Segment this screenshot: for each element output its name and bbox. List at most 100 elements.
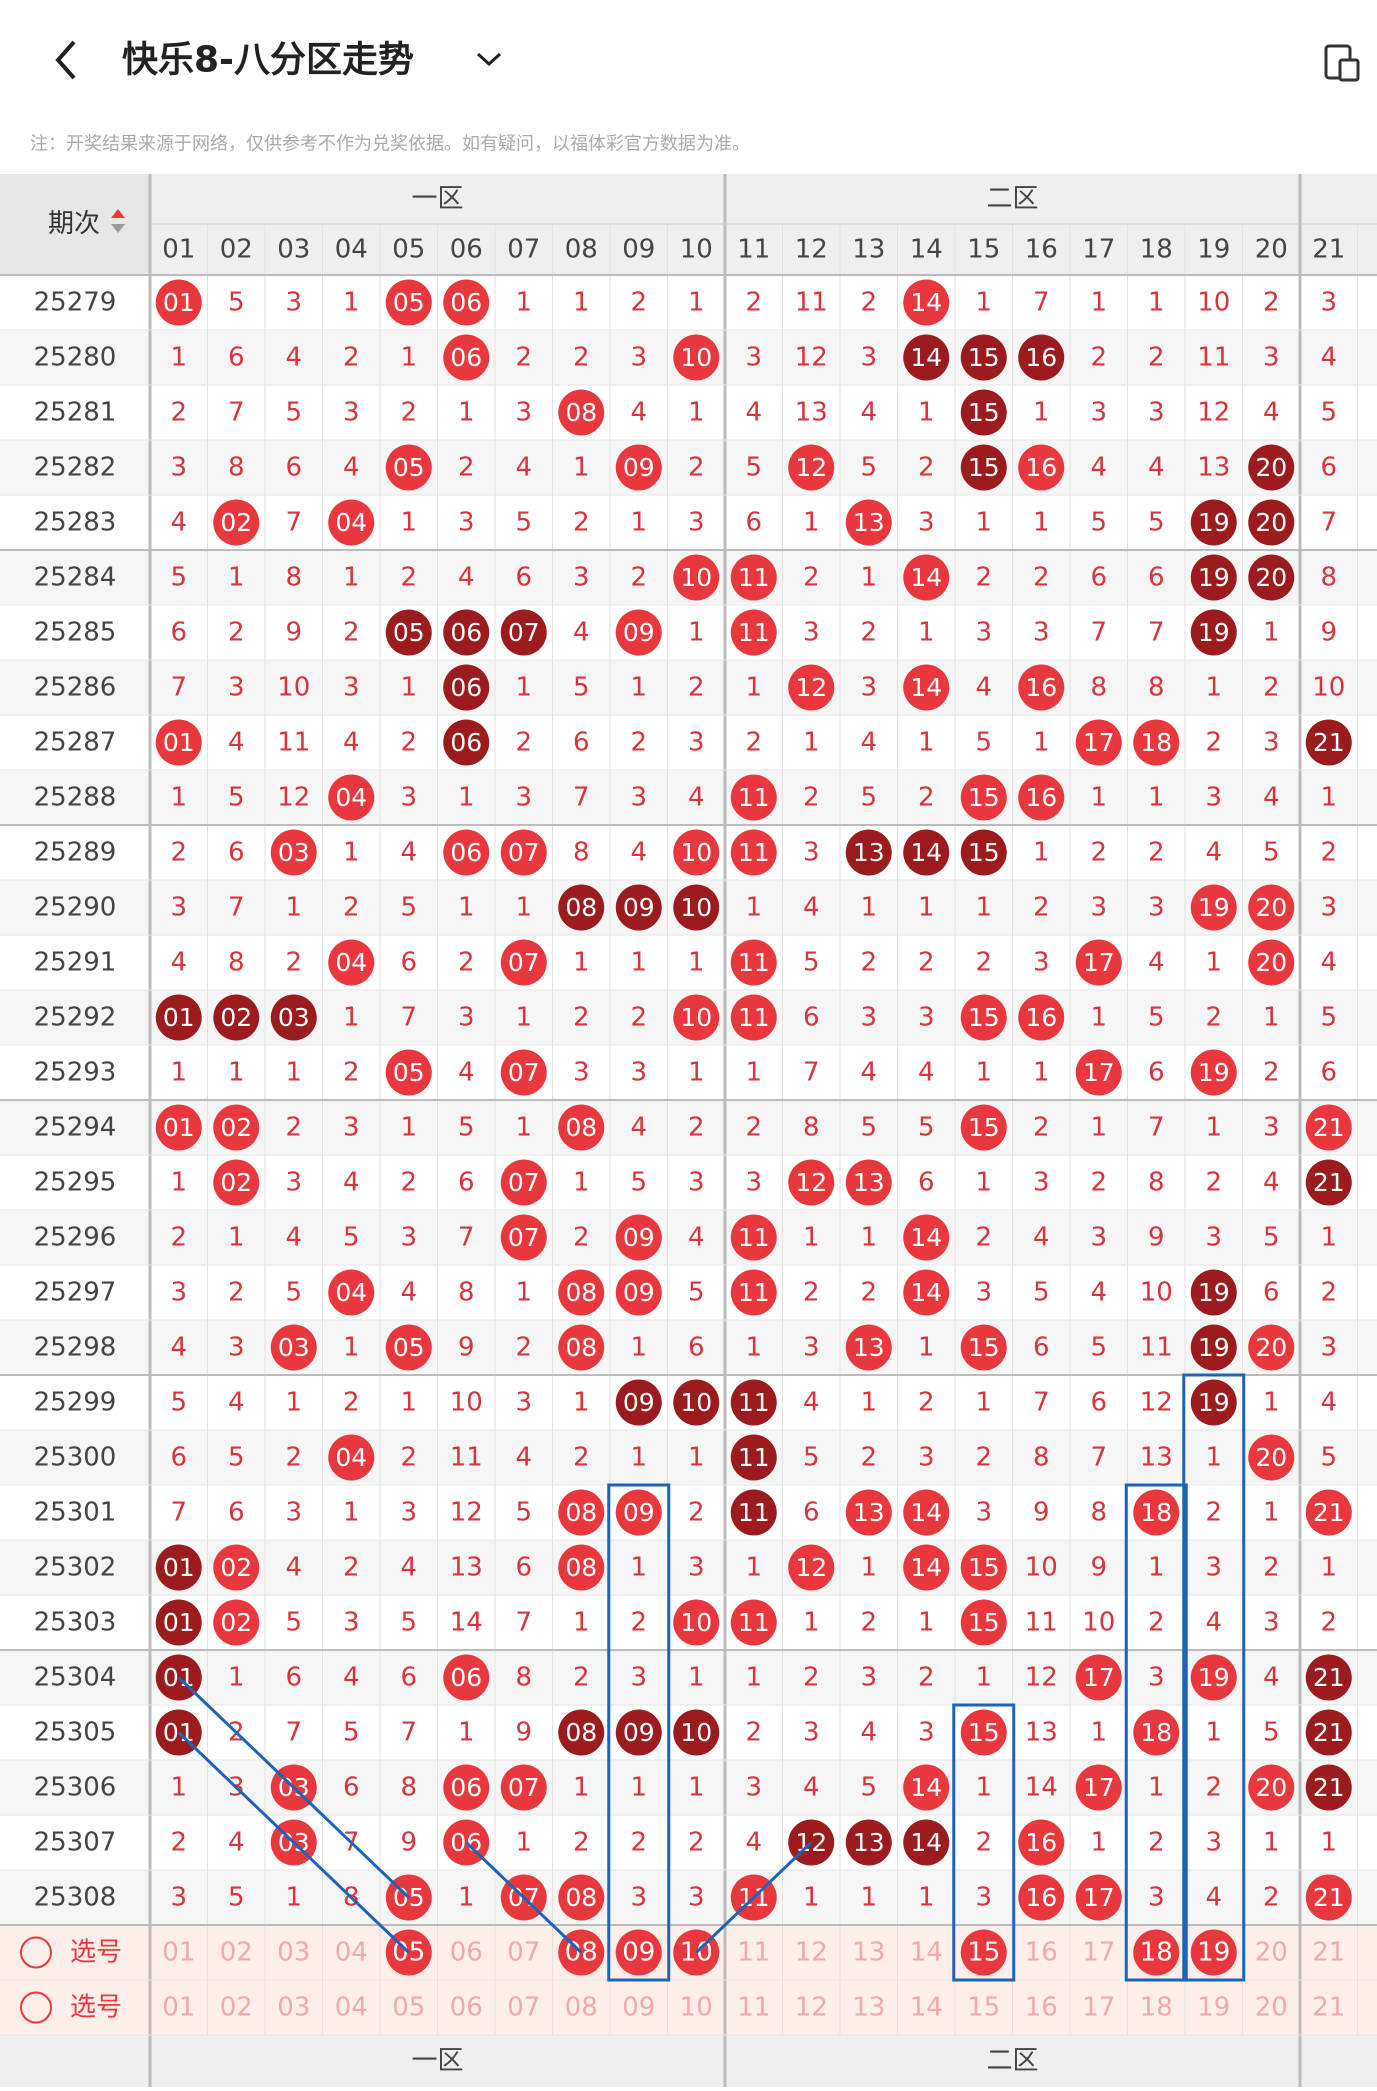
omission: 1	[1090, 1003, 1107, 1033]
omission: 3	[515, 1388, 532, 1418]
omission: 3	[1033, 1168, 1050, 1198]
omission: 2	[573, 343, 590, 373]
select-number[interactable]: 09	[622, 1993, 655, 2023]
select-number[interactable]: 06	[450, 1993, 483, 2023]
select-number[interactable]: 15	[967, 1993, 1000, 2023]
omission: 4	[1263, 783, 1280, 813]
ball	[155, 1599, 202, 1646]
select-number[interactable]: 04	[335, 1993, 368, 2023]
ball-number: 11	[738, 1608, 770, 1637]
omission: 8	[228, 948, 245, 978]
select-number[interactable]: 14	[910, 1938, 943, 1968]
omission: 2	[228, 1278, 245, 1308]
ball-number: 01	[163, 1553, 195, 1582]
omission: 8	[1033, 1443, 1050, 1473]
ball-number: 09	[623, 453, 655, 482]
omission: 6	[803, 1498, 820, 1528]
omission: 2	[803, 1278, 820, 1308]
select-number[interactable]: 07	[507, 1993, 540, 2023]
select-number[interactable]: 12	[795, 1938, 828, 1968]
omission: 1	[803, 1883, 820, 1913]
select-number[interactable]: 01	[162, 1993, 195, 2023]
omission: 8	[1148, 1168, 1165, 1198]
omission: 3	[688, 728, 705, 758]
omission: 2	[630, 1003, 647, 1033]
ball-number: 07	[508, 1773, 540, 1802]
select-number[interactable]: 21	[1312, 1938, 1345, 1968]
issue: 25288	[34, 783, 117, 813]
ball-number: 06	[450, 838, 482, 867]
select-number[interactable]: 12	[795, 1993, 828, 2023]
omission: 1	[860, 893, 877, 923]
select-number[interactable]: 03	[277, 1938, 310, 1968]
omission: 6	[1033, 1333, 1050, 1363]
ball	[903, 1764, 950, 1811]
select-number[interactable]: 15	[967, 1938, 1000, 1968]
select-number[interactable]: 01	[162, 1938, 195, 1968]
ball-number: 10	[680, 838, 712, 867]
ball-number: 09	[623, 1718, 655, 1747]
ball	[903, 279, 950, 326]
omission: 3	[1263, 1608, 1280, 1638]
omission: 6	[1320, 453, 1337, 483]
select-number[interactable]: 16	[1025, 1938, 1058, 1968]
select-number[interactable]: 02	[220, 1993, 253, 2023]
omission: 2	[343, 618, 360, 648]
omission: 2	[458, 948, 475, 978]
omission: 4	[285, 343, 302, 373]
select-number[interactable]: 21	[1312, 1993, 1345, 2023]
omission: 2	[975, 1443, 992, 1473]
omission: 1	[458, 783, 475, 813]
issue: 25279	[34, 288, 117, 318]
select-number[interactable]: 13	[852, 1938, 885, 1968]
select-number[interactable]: 02	[220, 1938, 253, 1968]
select-number[interactable]: 17	[1082, 1993, 1115, 2023]
omission: 5	[1090, 508, 1107, 538]
select-number[interactable]: 08	[565, 1993, 598, 2023]
ball-number: 11	[738, 563, 770, 592]
select-number[interactable]: 17	[1082, 1938, 1115, 1968]
select-number[interactable]: 19	[1197, 1938, 1230, 1968]
select-radio[interactable]	[20, 1991, 52, 2024]
omission: 12	[1140, 1388, 1173, 1418]
select-number[interactable]: 09	[622, 1938, 655, 1968]
omission: 12	[795, 343, 828, 373]
ball	[615, 444, 662, 491]
omission: 5	[1148, 508, 1165, 538]
select-number[interactable]: 07	[507, 1938, 540, 1968]
ball-number: 19	[1198, 1388, 1230, 1417]
select-number[interactable]: 20	[1255, 1993, 1288, 2023]
ball	[385, 1049, 432, 1096]
column-label: 18	[1140, 235, 1173, 265]
omission: 8	[285, 563, 302, 593]
select-number[interactable]: 14	[910, 1993, 943, 2023]
omission: 4	[515, 1443, 532, 1473]
select-number[interactable]: 18	[1140, 1993, 1173, 2023]
select-number[interactable]: 04	[335, 1938, 368, 1968]
omission: 1	[458, 1718, 475, 1748]
select-number[interactable]: 18	[1140, 1938, 1173, 1968]
select-radio[interactable]	[20, 1936, 52, 1969]
ball	[1248, 1434, 1295, 1481]
dropdown[interactable]	[476, 52, 502, 67]
omission: 7	[170, 1498, 187, 1528]
select-number[interactable]: 06	[450, 1938, 483, 1968]
ball	[328, 1269, 375, 1316]
select-number[interactable]: 11	[737, 1938, 770, 1968]
select-number[interactable]: 11	[737, 1993, 770, 2023]
select-number[interactable]: 19	[1197, 1993, 1230, 2023]
omission: 1	[343, 563, 360, 593]
omission: 2	[975, 948, 992, 978]
omission: 1	[1033, 838, 1050, 868]
ball-number: 18	[1140, 1498, 1172, 1527]
select-number[interactable]: 13	[852, 1993, 885, 2023]
select-number[interactable]: 03	[277, 1993, 310, 2023]
select-number[interactable]: 05	[392, 1993, 425, 2023]
omission: 1	[918, 618, 935, 648]
back-button[interactable]	[55, 40, 76, 80]
omission: 3	[343, 1608, 360, 1638]
select-number[interactable]: 16	[1025, 1993, 1058, 2023]
select-number[interactable]: 10	[680, 1993, 713, 2023]
omission: 4	[975, 673, 992, 703]
select-number[interactable]: 20	[1255, 1938, 1288, 1968]
